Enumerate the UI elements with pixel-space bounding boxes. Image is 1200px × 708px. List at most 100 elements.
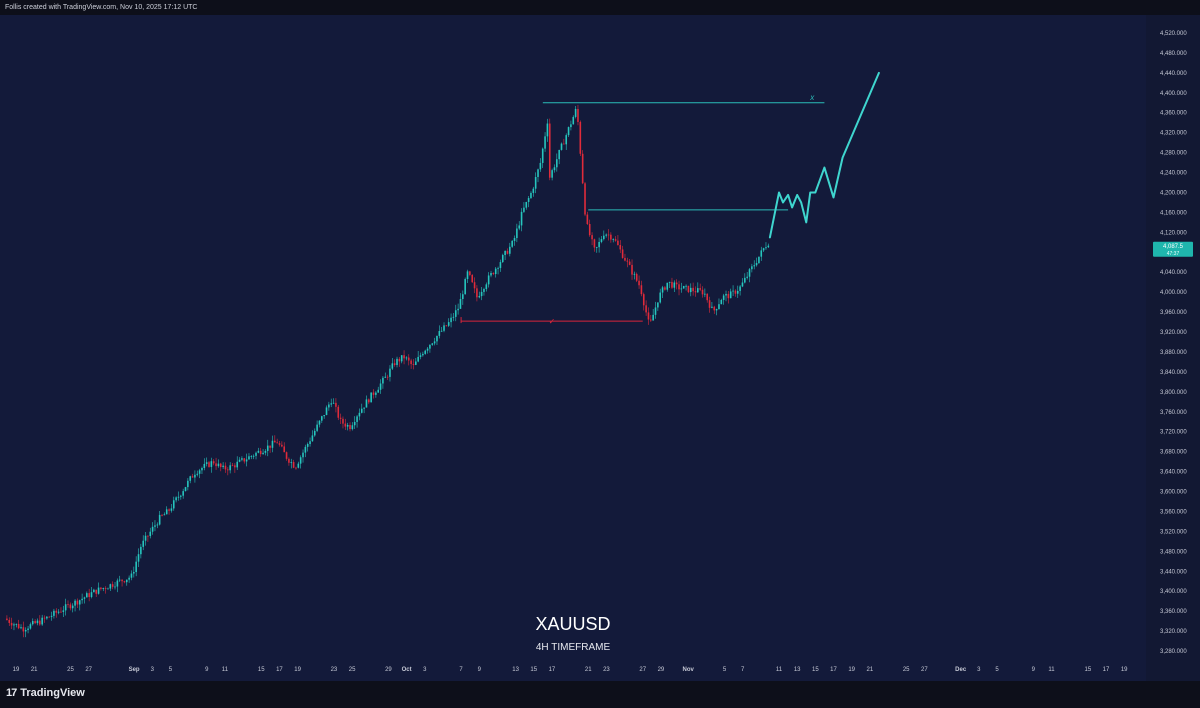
y-tick-label: 3,800.000 <box>1160 390 1187 396</box>
candle-body <box>311 435 314 442</box>
candle-body <box>386 376 389 378</box>
candle-body <box>285 452 288 459</box>
x-tick-label: 27 <box>85 667 92 673</box>
y-tick-label: 3,280.000 <box>1160 649 1187 655</box>
candle-body <box>215 463 217 467</box>
candle-body <box>720 299 723 305</box>
x-tick-label: 27 <box>639 667 646 673</box>
candle-body <box>168 509 170 511</box>
candle-body <box>393 363 396 365</box>
candle-body <box>473 282 476 289</box>
candle-body <box>180 495 182 497</box>
candle-body <box>739 286 741 291</box>
x-tick-label: 27 <box>921 667 928 673</box>
candle-body <box>29 624 32 629</box>
candle-body <box>426 348 429 351</box>
annotations: x✓ <box>460 71 880 326</box>
candle-body <box>175 497 177 501</box>
candle-body <box>697 288 699 293</box>
candle-body <box>483 288 485 292</box>
candle-body <box>563 143 565 145</box>
y-tick-label: 3,880.000 <box>1160 350 1187 356</box>
candle-body <box>534 176 537 189</box>
price-chart[interactable]: x✓ 3,280.0003,320.0003,360.0003,400.0003… <box>0 15 1200 681</box>
candle-body <box>8 619 11 623</box>
candle-body <box>151 526 154 532</box>
candle-body <box>10 622 13 626</box>
candle-body <box>135 561 137 573</box>
candle-body <box>269 445 271 448</box>
last-price-tag: 4,087.547:37 <box>1153 241 1193 257</box>
candle-body <box>313 430 316 436</box>
candle-body <box>624 257 626 261</box>
candle-body <box>722 295 725 300</box>
tradingview-brand: TradingView <box>20 687 85 699</box>
candle-body <box>539 162 542 170</box>
projection-path[interactable] <box>768 71 880 239</box>
candle-body <box>264 450 267 453</box>
candle-body <box>424 350 427 354</box>
candle-body <box>48 616 51 618</box>
candle-body <box>212 461 215 464</box>
candle-body <box>511 240 513 247</box>
tradingview-logo[interactable]: 17 TradingView <box>6 687 85 699</box>
y-tick-label: 4,520.000 <box>1160 31 1187 37</box>
candle-body <box>241 458 243 460</box>
candle-body <box>567 127 570 136</box>
candle-body <box>360 408 363 413</box>
candle-body <box>758 256 760 263</box>
y-tick-label: 4,200.000 <box>1160 190 1187 196</box>
candle-body <box>41 617 43 625</box>
price-axis[interactable] <box>1146 15 1200 681</box>
candle-body <box>523 207 525 212</box>
candle-body <box>15 623 18 625</box>
candle-body <box>189 476 192 481</box>
candle-body <box>208 462 210 467</box>
candle-body <box>196 473 199 475</box>
candle-body <box>405 357 408 359</box>
candle-body <box>130 573 133 578</box>
candle-body <box>422 353 424 356</box>
candle-body <box>617 240 619 246</box>
x-tick-label: 15 <box>530 667 537 673</box>
candle-body <box>494 268 497 275</box>
candle-body <box>755 262 758 266</box>
x-tick-label: 5 <box>169 667 173 673</box>
candle-body <box>391 363 394 369</box>
candle-body <box>74 600 76 606</box>
candle-body <box>433 341 436 344</box>
x-tick-label: 5 <box>995 667 999 673</box>
candle-body <box>701 289 704 295</box>
candle-body <box>323 415 325 417</box>
chart-subtitle: 4H TIMEFRAME <box>536 642 611 653</box>
candle-body <box>365 399 368 408</box>
candle-body <box>62 610 65 612</box>
candle-body <box>219 463 222 468</box>
candle-body <box>462 294 464 300</box>
candle-body <box>729 291 732 299</box>
x-tick-label: 11 <box>776 667 783 673</box>
candle-body <box>447 322 450 326</box>
candle-body <box>530 192 532 199</box>
candle-body <box>109 584 112 589</box>
x-tick-label: 25 <box>67 667 74 673</box>
candle-body <box>172 500 175 509</box>
candle-body <box>24 629 27 632</box>
candle-body <box>222 465 224 468</box>
candle-body <box>732 290 734 292</box>
candle-body <box>760 250 763 257</box>
x-tick-label: 23 <box>331 667 338 673</box>
x-tick-label: Dec <box>955 667 967 673</box>
y-tick-label: 4,000.000 <box>1160 290 1187 296</box>
x-axis-ticks: 19 21 25 27 Sep 3 5 9 11 15 17 19 23 25 29 Oct 3 7 9 13 15 17… <box>13 667 1129 673</box>
candle-body <box>537 169 539 177</box>
candle-body <box>595 247 598 248</box>
candle-body <box>584 183 586 215</box>
candle-body <box>372 392 375 395</box>
candle-body <box>509 246 511 254</box>
candle-body <box>577 108 579 122</box>
candle-body <box>88 593 90 598</box>
x-tick-label: 29 <box>658 667 665 673</box>
candle-body <box>499 262 502 268</box>
y-tick-label: 3,600.000 <box>1160 490 1187 496</box>
